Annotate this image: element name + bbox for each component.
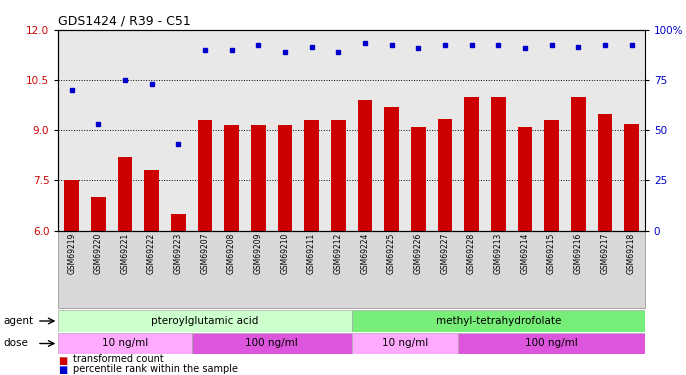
Text: GSM69217: GSM69217: [600, 232, 609, 274]
Text: 100 ng/ml: 100 ng/ml: [245, 339, 298, 348]
Text: GSM69227: GSM69227: [440, 232, 449, 274]
Bar: [544, 120, 559, 231]
Text: 10 ng/ml: 10 ng/ml: [102, 339, 148, 348]
Bar: [357, 100, 372, 231]
Bar: [117, 157, 132, 231]
Text: 10 ng/ml: 10 ng/ml: [382, 339, 428, 348]
Text: GSM69216: GSM69216: [573, 232, 582, 274]
Bar: [351, 333, 458, 354]
Text: transformed count: transformed count: [73, 354, 164, 364]
Text: 100 ng/ml: 100 ng/ml: [525, 339, 578, 348]
Bar: [571, 97, 586, 231]
Bar: [144, 170, 159, 231]
Text: GSM69214: GSM69214: [521, 232, 530, 274]
Bar: [598, 114, 612, 231]
Text: ■: ■: [58, 366, 67, 375]
Bar: [58, 310, 351, 332]
Text: GSM69218: GSM69218: [627, 232, 636, 274]
Bar: [351, 310, 645, 332]
Bar: [278, 125, 292, 231]
Bar: [171, 214, 186, 231]
Text: GSM69209: GSM69209: [254, 232, 263, 274]
Bar: [331, 120, 346, 231]
Bar: [384, 107, 399, 231]
Text: GSM69226: GSM69226: [414, 232, 423, 274]
Bar: [411, 127, 425, 231]
Text: methyl-tetrahydrofolate: methyl-tetrahydrofolate: [436, 316, 561, 326]
Text: GSM69223: GSM69223: [174, 232, 182, 274]
Text: GSM69225: GSM69225: [387, 232, 396, 274]
Bar: [224, 125, 239, 231]
Text: GSM69215: GSM69215: [547, 232, 556, 274]
Text: GSM69211: GSM69211: [307, 232, 316, 274]
Text: GDS1424 / R39 - C51: GDS1424 / R39 - C51: [58, 15, 191, 28]
Text: GSM69213: GSM69213: [494, 232, 503, 274]
Text: GSM69221: GSM69221: [121, 232, 130, 274]
Bar: [251, 125, 265, 231]
Text: GSM69212: GSM69212: [334, 232, 343, 274]
Text: GSM69207: GSM69207: [200, 232, 209, 274]
Text: GSM69210: GSM69210: [281, 232, 289, 274]
Text: GSM69228: GSM69228: [467, 232, 476, 274]
Text: GSM69219: GSM69219: [67, 232, 76, 274]
Bar: [58, 333, 191, 354]
Bar: [624, 124, 639, 231]
Bar: [91, 197, 106, 231]
Text: GSM69220: GSM69220: [94, 232, 103, 274]
Bar: [64, 180, 79, 231]
Bar: [305, 120, 319, 231]
Bar: [198, 120, 212, 231]
Text: GSM69208: GSM69208: [227, 232, 236, 274]
Text: agent: agent: [3, 316, 34, 326]
Text: GSM69222: GSM69222: [147, 232, 156, 274]
Text: ■: ■: [58, 356, 67, 366]
Bar: [517, 127, 532, 231]
Bar: [491, 97, 506, 231]
Text: percentile rank within the sample: percentile rank within the sample: [73, 363, 239, 374]
Bar: [438, 118, 452, 231]
Bar: [191, 333, 352, 354]
Text: pteroylglutamic acid: pteroylglutamic acid: [151, 316, 259, 326]
Text: GSM69224: GSM69224: [360, 232, 369, 274]
Text: dose: dose: [3, 339, 28, 348]
Bar: [458, 333, 645, 354]
Bar: [464, 97, 479, 231]
